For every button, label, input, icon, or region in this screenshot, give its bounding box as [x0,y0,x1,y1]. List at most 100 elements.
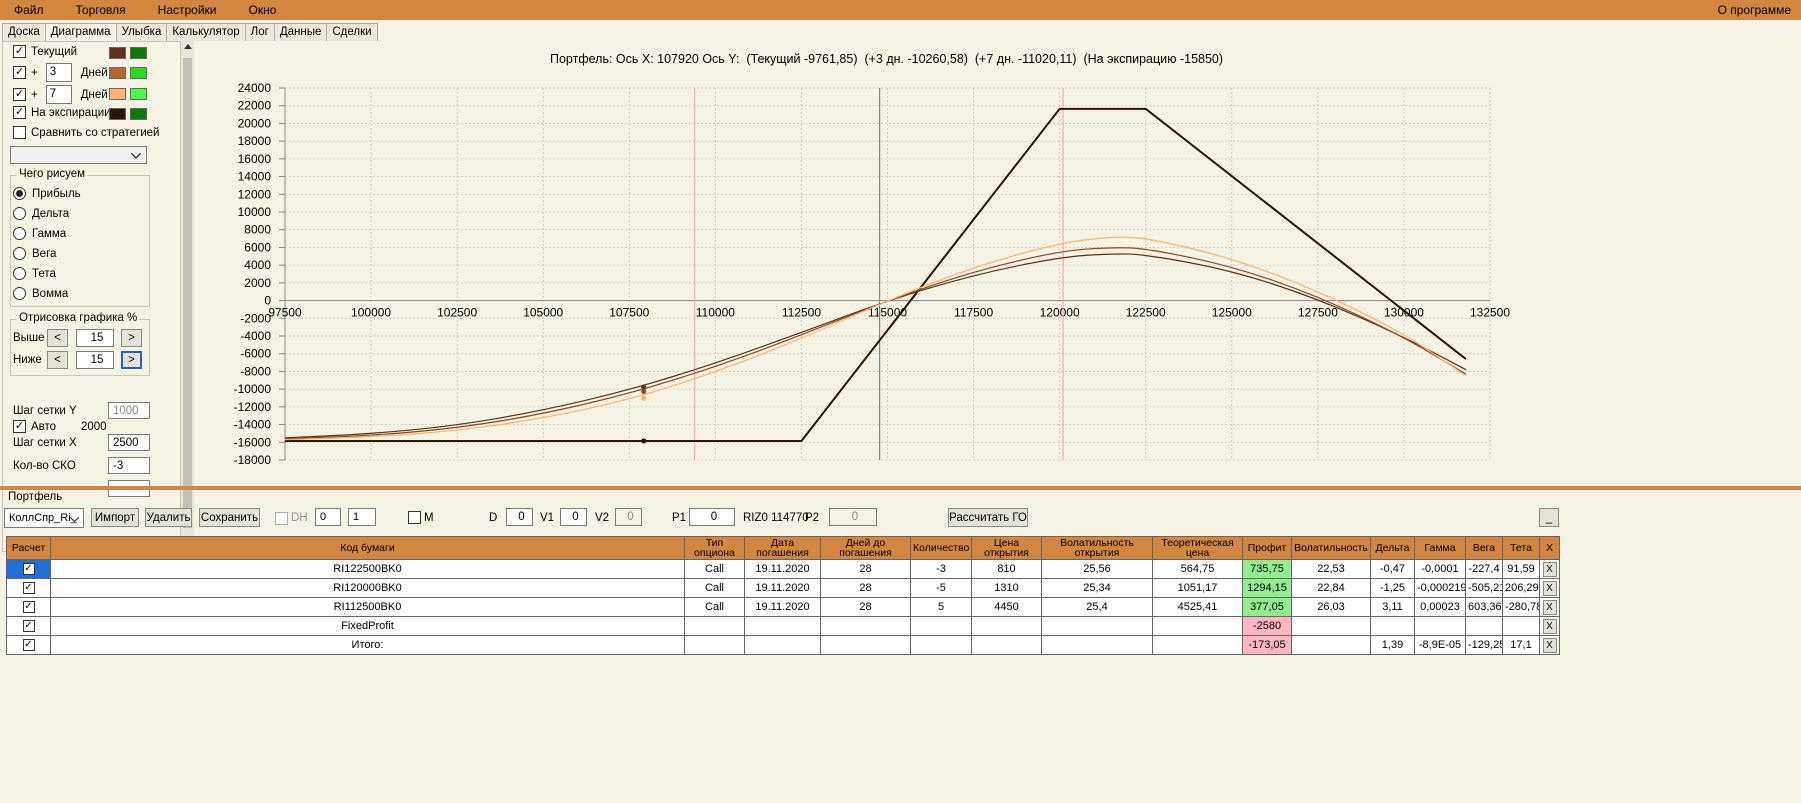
remove-row-button[interactable]: X [1542,618,1557,634]
expiry-color-swatch[interactable] [109,108,126,120]
column-header[interactable]: Гамма [1414,536,1466,560]
calc-checkbox[interactable]: ✓ [22,582,35,595]
sko-input[interactable]: -3 [108,457,150,474]
column-header[interactable]: Код бумаги [50,536,685,560]
calc-cell[interactable]: ✓ [6,635,51,655]
column-header[interactable]: X [1539,536,1560,560]
minimize-button[interactable]: _ [1539,508,1559,527]
days2-checkbox[interactable]: ✓ [13,88,26,101]
save-button[interactable]: Сохранить [199,508,260,527]
p2-input[interactable]: 0 [829,508,877,526]
column-header[interactable]: Дата погашения [744,536,821,560]
auto-checkbox[interactable]: ✓ [13,420,26,433]
below-input[interactable]: 15 [76,351,114,369]
column-header[interactable]: Расчет [6,536,51,560]
calc-checkbox[interactable]: ✓ [22,639,35,652]
portfolio-combo[interactable]: КоллСпр_Ri_ [4,508,84,528]
above-increase-button[interactable]: > [121,329,142,347]
menu-window[interactable]: Окно [248,3,277,17]
menu-about[interactable]: О программе [1717,3,1791,17]
scroll-thumb[interactable] [183,58,192,528]
strategy-combo[interactable] [10,146,147,164]
remove-row-button[interactable]: X [1542,580,1557,596]
calc-checkbox[interactable]: ✓ [22,563,35,576]
calc-cell[interactable]: ✓ [6,616,51,636]
spin2-input[interactable]: 1 [348,508,376,526]
column-header[interactable]: Волатильность открытия [1041,536,1153,560]
dh-checkbox[interactable] [275,512,288,525]
panel-splitter[interactable] [0,486,1801,490]
draw-option-theta[interactable]: Тета [13,267,56,280]
calc-checkbox[interactable]: ✓ [22,601,35,614]
calc-cell[interactable]: ✓ [6,578,51,598]
radio-vomma[interactable] [13,287,26,300]
m-checkbox[interactable] [408,511,421,524]
payoff-chart[interactable]: 97500 100000 102500 105000 107500 110000 11250… [0,0,1801,486]
menu-settings[interactable]: Настройки [157,3,217,17]
column-header[interactable]: Тип опциона [684,536,745,560]
column-header[interactable]: Теоретическая цена [1152,536,1243,560]
scroll-up-icon[interactable] [184,44,192,49]
days1-input[interactable]: 3 [45,63,72,82]
draw-option-vega[interactable]: Вега [13,247,56,260]
days2-input[interactable]: 7 [45,85,72,104]
column-header[interactable]: Дельта [1370,536,1415,560]
column-header[interactable]: Вега [1465,536,1503,560]
grid-y-input[interactable]: 1000 [108,402,150,419]
days2-color-swatch[interactable] [109,88,126,100]
tab-board[interactable]: Доска [2,23,46,41]
delete-button[interactable]: Удалить [145,508,192,527]
days1-checkbox[interactable]: ✓ [13,66,26,79]
spin1-input[interactable]: 0 [315,508,341,526]
calc-cell[interactable]: ✓ [6,559,51,579]
tab-calculator[interactable]: Калькулятор [166,23,246,41]
v1-input[interactable]: 0 [560,508,587,526]
radio-gamma[interactable] [13,227,26,240]
radio-theta[interactable] [13,267,26,280]
column-header[interactable]: Дней до погашения [820,536,911,560]
days1-color-swatch[interactable] [109,67,126,79]
below-decrease-button[interactable]: < [47,351,68,369]
expiry-checkbox[interactable]: ✓ [13,106,26,119]
current-color-swatch[interactable] [109,47,126,59]
tab-trades[interactable]: Сделки [326,23,378,41]
grid-x-input[interactable]: 2500 [108,434,150,451]
calc-checkbox[interactable]: ✓ [22,620,35,633]
draw-option-vomma[interactable]: Вомма [13,287,68,300]
p1-input[interactable]: 0 [689,508,735,526]
radio-vega[interactable] [13,247,26,260]
remove-row-button[interactable]: X [1542,637,1557,653]
draw-option-gamma[interactable]: Гамма [13,227,66,240]
column-header[interactable]: Цена открытия [971,536,1042,560]
table-row[interactable]: ✓ FixedProfit -2580 X [6,616,1560,636]
current-color-swatch-2[interactable] [130,47,147,59]
days2-color-swatch-2[interactable] [130,88,147,100]
below-increase-button[interactable]: > [121,351,142,369]
days1-color-swatch-2[interactable] [130,67,147,79]
column-header[interactable]: Профит [1242,536,1292,560]
radio-profit[interactable] [13,187,26,200]
d-input[interactable]: 0 [506,508,533,526]
menu-file[interactable]: Файл [14,3,44,17]
table-row[interactable]: ✓ Итого: -173,05 1,39 -8,9E-05 -129,25 17,1 X [6,635,1560,655]
table-row[interactable]: ✓ RI112500BK0 Call 19.11.2020 28 5 4450 25,4 452… [6,597,1560,617]
draw-option-delta[interactable]: Дельта [13,207,69,220]
remove-row-button[interactable]: X [1542,599,1557,615]
calc-margin-button[interactable]: Рассчитать ГО [948,508,1028,527]
column-header[interactable]: Тета [1502,536,1540,560]
compare-checkbox[interactable] [13,126,26,139]
expiry-color-swatch-2[interactable] [130,108,147,120]
current-checkbox[interactable]: ✓ [13,45,26,58]
tab-data[interactable]: Данные [273,23,328,41]
v2-input[interactable]: 0 [615,508,642,526]
remove-row-button[interactable]: X [1542,561,1557,577]
table-row[interactable]: ✓ RI120000BK0 Call 19.11.2020 28 -5 1310 25,34 1… [6,578,1560,598]
table-row[interactable]: ✓ RI122500BK0 Call 19.11.2020 28 -3 810 25,56 56… [6,559,1560,579]
radio-delta[interactable] [13,207,26,220]
menu-trading[interactable]: Торговля [75,3,126,17]
tab-smile[interactable]: Улыбка [115,23,168,41]
above-decrease-button[interactable]: < [47,329,68,347]
column-header[interactable]: Волатильность [1291,536,1371,560]
above-input[interactable]: 15 [76,329,114,347]
draw-option-profit[interactable]: Прибыль [13,187,81,200]
